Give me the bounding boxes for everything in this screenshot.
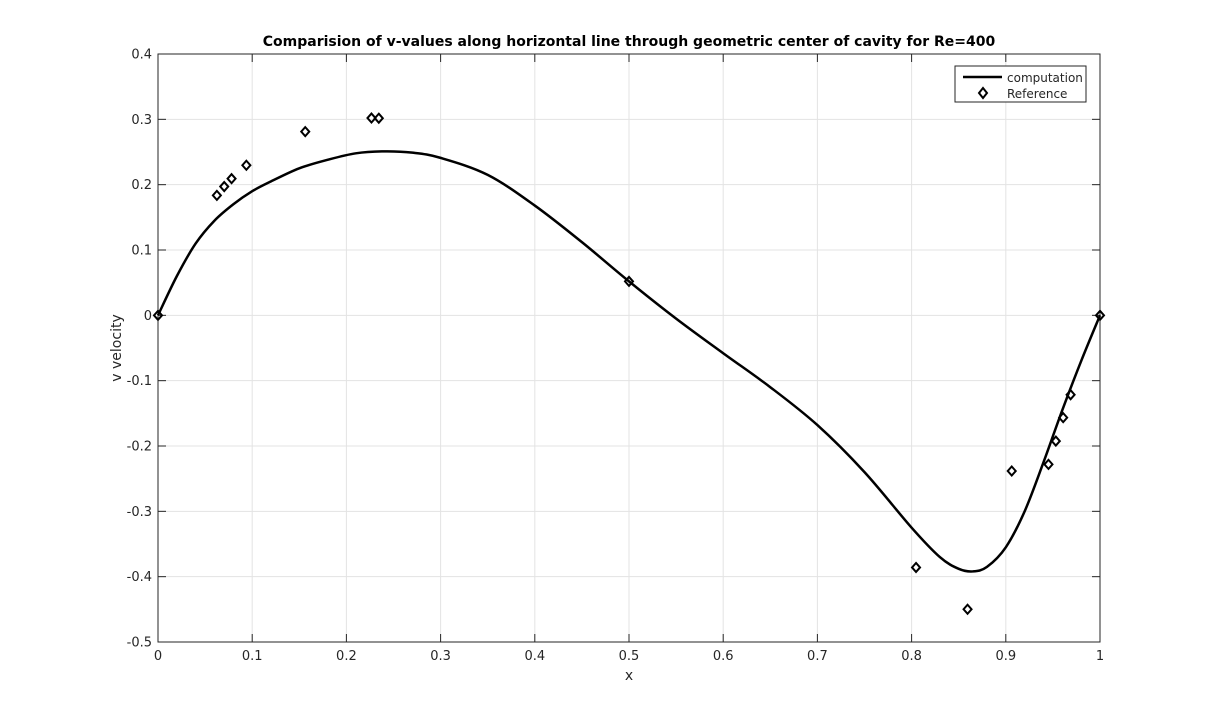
x-axis-label: x xyxy=(625,668,633,684)
y-tick-label: 0.2 xyxy=(131,178,152,193)
x-tick-label: 0.4 xyxy=(524,649,545,664)
reference-marker xyxy=(1043,458,1054,471)
legend-label-reference: Reference xyxy=(1007,87,1067,101)
y-tick-label: -0.3 xyxy=(127,505,152,520)
y-tick-label: -0.4 xyxy=(127,570,152,585)
axes xyxy=(157,53,1101,643)
legend-marker-sample xyxy=(977,86,989,100)
reference-marker xyxy=(910,561,922,574)
legend-box xyxy=(954,65,1087,103)
y-tick-label: -0.5 xyxy=(127,636,152,651)
x-tick-label: 1 xyxy=(1096,649,1104,664)
axes-box xyxy=(157,53,1101,643)
x-tick-label: 0 xyxy=(154,649,162,664)
reference-marker xyxy=(226,172,237,185)
y-tick-label: -0.1 xyxy=(127,374,152,389)
reference-marker xyxy=(1057,411,1069,424)
tick-labels: 0 0.1 0.2 0.3 0.4 0.5 0.6 0.7 0.8 0.9 1 -0.5 -0.4 -0.… xyxy=(127,48,1105,665)
reference-marker xyxy=(211,189,223,202)
y-axis-label: v velocity xyxy=(109,314,125,381)
x-tick-label: 0.1 xyxy=(242,649,263,664)
reference-marker xyxy=(1065,388,1076,401)
reference-marker xyxy=(366,112,377,125)
y-tick-label: 0.3 xyxy=(131,113,152,128)
series-layer xyxy=(152,112,1106,616)
x-tick-label: 0.5 xyxy=(619,649,640,664)
series-line-computation xyxy=(156,150,1102,573)
reference-marker xyxy=(218,180,230,193)
x-tick-label: 0.3 xyxy=(430,649,451,664)
chart-title: Comparision of v-values along horizontal… xyxy=(263,34,996,50)
y-tick-label: 0.4 xyxy=(131,48,152,63)
reference-marker xyxy=(241,159,252,172)
reference-marker xyxy=(1006,465,1018,478)
y-tick-label: 0.1 xyxy=(131,244,152,259)
reference-marker xyxy=(1050,435,1062,448)
reference-marker xyxy=(373,112,385,125)
x-tick-label: 0.9 xyxy=(995,649,1016,664)
reference-marker xyxy=(1094,309,1106,322)
x-tick-label: 0.8 xyxy=(901,649,922,664)
reference-marker xyxy=(299,125,311,138)
x-tick-label: 0.7 xyxy=(807,649,828,664)
legend: computation Reference xyxy=(954,65,1087,103)
x-tick-label: 0.6 xyxy=(713,649,734,664)
reference-marker xyxy=(962,603,973,616)
y-tick-label: 0 xyxy=(144,309,152,324)
reference-marker xyxy=(623,275,635,288)
x-tick-label: 0.2 xyxy=(336,649,357,664)
y-tick-label: -0.2 xyxy=(127,440,152,455)
legend-label-computation: computation xyxy=(1007,71,1083,85)
reference-marker xyxy=(152,309,164,322)
